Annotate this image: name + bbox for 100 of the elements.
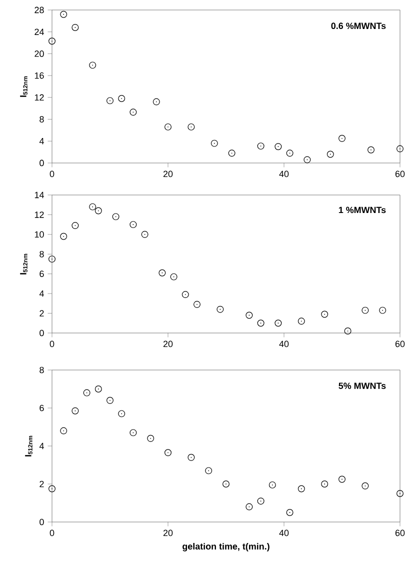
point (298, 318, 305, 325)
point (152, 98, 160, 106)
point (48, 256, 56, 263)
point (396, 490, 404, 497)
point (130, 221, 137, 228)
point (118, 95, 126, 102)
y-tick-label: 0 (40, 518, 44, 526)
y-tick-label: 12 (34, 94, 44, 101)
point (396, 145, 404, 152)
point (48, 38, 56, 45)
point (286, 509, 294, 516)
y-tick-label: 6 (40, 404, 44, 412)
point (89, 62, 96, 69)
point (274, 320, 282, 327)
point (170, 273, 178, 280)
point (368, 146, 374, 154)
y-tick-label: 2 (40, 480, 44, 488)
point (130, 429, 137, 436)
y-tick-label: 8 (40, 366, 44, 374)
y-tick-label: 14 (34, 192, 44, 198)
y-tick-label: 8 (40, 250, 44, 258)
y-tick-label: 6 (40, 270, 44, 278)
point (118, 410, 126, 418)
point (274, 143, 282, 150)
y-tick-label: 4 (39, 442, 44, 450)
x-tick-label: 20 (163, 170, 173, 178)
point (182, 291, 189, 298)
x-tick-label: 60 (395, 530, 405, 536)
point (60, 427, 68, 434)
x-tick-label: 40 (279, 340, 289, 348)
y-tick-label: 4 (39, 290, 44, 297)
annotation: 1 %MWNTs (338, 206, 386, 214)
y-axis-title: I$_{512nm}$ (25, 436, 32, 456)
point (94, 386, 102, 392)
x-tick-label: 40 (279, 530, 289, 536)
y-tick-label: 0 (40, 330, 44, 336)
y-tick-label: 0 (40, 160, 44, 166)
point (188, 123, 195, 130)
point (158, 269, 166, 276)
point (60, 10, 68, 18)
y-tick-label: 28 (34, 6, 44, 14)
y-tick-label: 4 (39, 138, 44, 144)
point (298, 485, 305, 492)
x-tick-label: 60 (395, 170, 405, 178)
point (72, 24, 79, 31)
point (72, 222, 79, 230)
x-axis-title: gelation time, t(min.) (182, 542, 270, 552)
point (83, 389, 90, 396)
y-axis-title: I$_{512nm}$ (20, 254, 28, 274)
point (60, 232, 68, 240)
point (205, 467, 212, 474)
point (210, 140, 218, 147)
x-tick-label: 0 (50, 170, 54, 178)
point (106, 396, 114, 404)
x-tick-label: 0 (50, 340, 54, 348)
y-axis-title: I$_{512nm}$ (20, 76, 28, 97)
point (362, 306, 369, 314)
point (228, 150, 236, 157)
y-tick-label: 2 (40, 310, 44, 316)
point (141, 230, 148, 238)
point (130, 108, 137, 116)
point (147, 434, 154, 442)
point (222, 480, 230, 488)
point (194, 300, 200, 308)
point (89, 203, 96, 210)
point (257, 498, 264, 505)
x-tick-label: 20 (163, 530, 173, 536)
point (338, 476, 346, 483)
point (321, 310, 328, 318)
y-tick-label: 16 (34, 72, 44, 79)
point (94, 207, 102, 214)
point (72, 407, 79, 414)
x-tick-label: 60 (395, 340, 405, 348)
y-tick-label: 24 (34, 28, 44, 35)
point (268, 481, 276, 488)
x-tick-label: 40 (279, 170, 289, 178)
point (164, 123, 172, 130)
point (321, 480, 328, 488)
point (362, 482, 369, 490)
point (246, 312, 253, 319)
point (286, 150, 294, 157)
point (48, 485, 56, 492)
y-tick-label: 12 (34, 212, 44, 218)
x-tick-label: 20 (163, 340, 173, 348)
point (257, 142, 264, 150)
point (326, 150, 334, 158)
y-tick-label: 10 (34, 231, 44, 238)
y-tick-label: 20 (34, 50, 44, 57)
point (188, 454, 195, 461)
point (106, 97, 114, 104)
point (344, 328, 352, 335)
point (379, 306, 386, 314)
annotation: 5% MWNTs (338, 382, 386, 389)
point (304, 156, 311, 164)
annotation: 0.6 %MWNTs (331, 22, 386, 30)
x-tick-label: 0 (50, 530, 54, 536)
y-tick-label: 8 (40, 116, 44, 122)
point (164, 449, 172, 456)
point (112, 213, 120, 220)
point (257, 320, 264, 327)
